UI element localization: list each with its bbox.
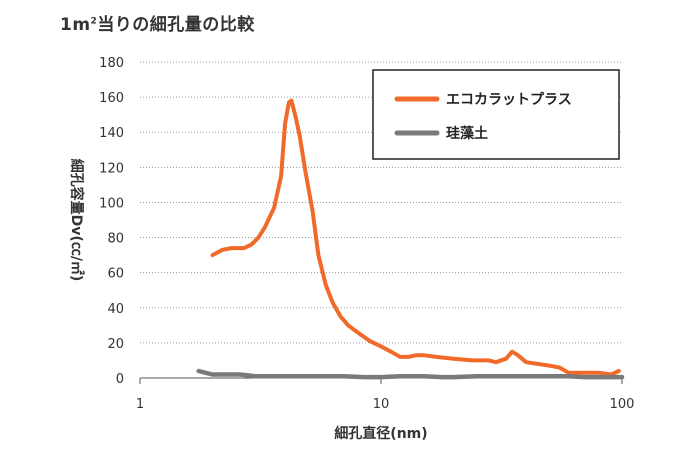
- legend-label-diatom: 珪藻土: [446, 125, 488, 142]
- y-tick-label: 60: [107, 267, 124, 282]
- y-tick-labels: 0 20 40 60 80 100 120 140 160 180: [99, 56, 124, 387]
- x-tick-label: 100: [610, 397, 635, 412]
- y-tick-label: 80: [107, 232, 124, 247]
- x-tick-label: 1: [136, 397, 144, 412]
- y-tick-label: 160: [99, 91, 124, 106]
- y-tick-label: 0: [116, 372, 124, 387]
- y-tick-label: 20: [107, 337, 124, 352]
- y-tick-label: 140: [99, 126, 124, 141]
- y-tick-label: 40: [107, 302, 124, 317]
- legend-box: [372, 69, 620, 160]
- legend-label-eco: エコカラットプラス: [446, 92, 572, 108]
- x-axis-label: 細孔直径(nm): [334, 425, 427, 442]
- chart-title: 1m2当りの細孔量の比較: [60, 15, 255, 35]
- y-tick-label: 120: [99, 161, 124, 176]
- x-tick-labels: 1 10 100: [136, 378, 635, 412]
- series-line-diatom: [196, 368, 625, 380]
- legend: エコカラットプラス 珪藻土: [372, 69, 620, 160]
- series-line-eco: [210, 98, 621, 377]
- y-tick-label: 100: [99, 196, 124, 211]
- x-tick-label: 10: [373, 397, 390, 412]
- y-tick-label: 180: [99, 56, 124, 71]
- y-axis-label: 細孔容量Dv(㏄/㎡): [68, 159, 85, 282]
- series-lines: [196, 98, 625, 380]
